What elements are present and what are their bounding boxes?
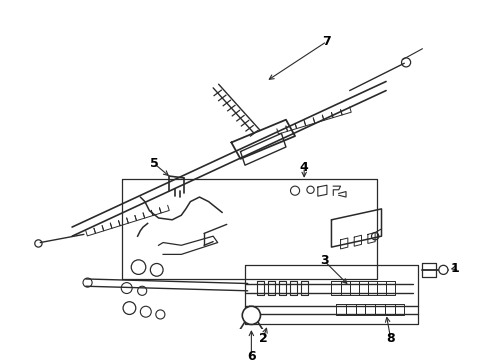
Polygon shape xyxy=(331,209,382,247)
Text: 8: 8 xyxy=(386,332,395,345)
Text: 4: 4 xyxy=(300,161,309,174)
Circle shape xyxy=(439,265,448,274)
Text: 2: 2 xyxy=(259,332,268,345)
Text: 6: 6 xyxy=(247,350,256,360)
Text: 3: 3 xyxy=(320,254,328,267)
Polygon shape xyxy=(422,262,436,277)
Circle shape xyxy=(242,306,261,324)
Text: 7: 7 xyxy=(322,35,331,48)
Text: 5: 5 xyxy=(149,157,158,170)
Text: 1: 1 xyxy=(451,261,460,275)
Polygon shape xyxy=(231,120,295,159)
